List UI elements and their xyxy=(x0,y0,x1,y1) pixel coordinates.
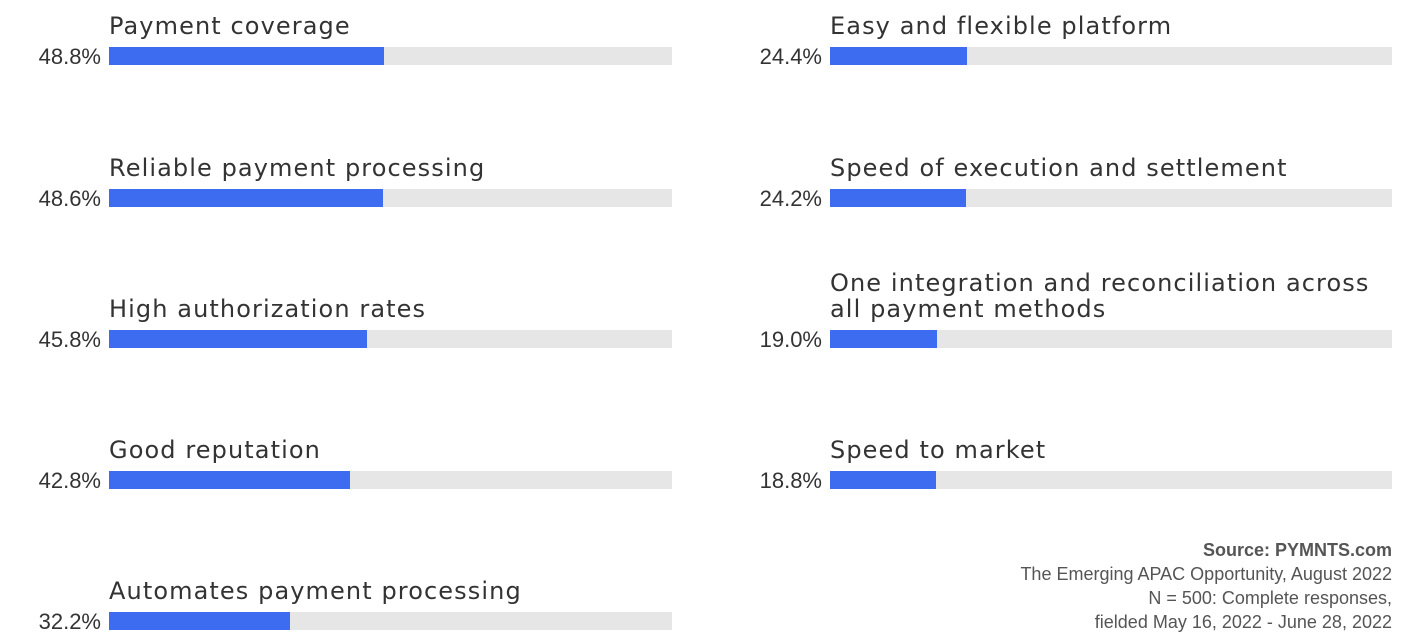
category-label: High authorization rates xyxy=(109,295,427,323)
bar-track xyxy=(830,189,1392,207)
value-label: 48.6% xyxy=(38,186,101,211)
category-label: One integration and reconciliation acros… xyxy=(830,269,1370,323)
category-label: Automates payment processing xyxy=(109,577,522,605)
source-block: Source: PYMNTS.com The Emerging APAC Opp… xyxy=(1020,538,1392,634)
category-label: Speed to market xyxy=(830,436,1047,464)
value-label: 18.8% xyxy=(759,468,822,493)
bar xyxy=(109,330,367,348)
value-label: 42.8% xyxy=(38,468,101,493)
bar xyxy=(109,612,291,630)
category-label: Good reputation xyxy=(109,436,321,464)
bar xyxy=(109,47,384,65)
category-label: Easy and flexible platform xyxy=(830,12,1173,40)
bar xyxy=(830,330,937,348)
source-note: fielded May 16, 2022 - June 28, 2022 xyxy=(1094,612,1392,632)
category-label: Reliable payment processing xyxy=(109,154,486,182)
value-label: 19.0% xyxy=(759,327,822,352)
bar xyxy=(830,471,936,489)
bar-track xyxy=(830,47,1392,65)
bar-track xyxy=(830,471,1392,489)
bar xyxy=(109,471,350,489)
source-note: N = 500: Complete responses, xyxy=(1148,588,1392,608)
category-label: Payment coverage xyxy=(109,12,351,40)
source-title: Source: PYMNTS.com xyxy=(1202,540,1392,560)
value-label: 48.8% xyxy=(38,44,101,69)
category-label: Speed of execution and settlement xyxy=(830,154,1288,182)
bar xyxy=(830,189,966,207)
bar xyxy=(830,47,968,65)
value-label: 32.2% xyxy=(38,609,101,634)
source-note: The Emerging APAC Opportunity, August 20… xyxy=(1020,564,1392,584)
value-label: 24.2% xyxy=(759,186,822,211)
bar-track xyxy=(830,330,1392,348)
bar xyxy=(109,189,383,207)
value-label: 24.4% xyxy=(759,44,822,69)
value-label: 45.8% xyxy=(38,327,101,352)
